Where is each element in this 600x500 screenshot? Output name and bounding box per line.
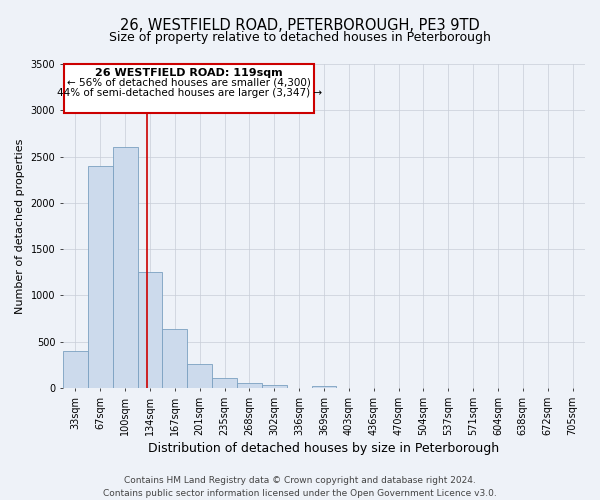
Text: 44% of semi-detached houses are larger (3,347) →: 44% of semi-detached houses are larger (… [56,88,322,98]
Bar [212,378,237,388]
Bar [262,386,287,388]
Bar [63,351,88,388]
FancyBboxPatch shape [64,64,314,112]
Y-axis label: Number of detached properties: Number of detached properties [15,138,25,314]
X-axis label: Distribution of detached houses by size in Peterborough: Distribution of detached houses by size … [148,442,500,455]
Bar [237,383,262,388]
Text: 26 WESTFIELD ROAD: 119sqm: 26 WESTFIELD ROAD: 119sqm [95,68,283,78]
Text: Contains HM Land Registry data © Crown copyright and database right 2024.
Contai: Contains HM Land Registry data © Crown c… [103,476,497,498]
Text: Size of property relative to detached houses in Peterborough: Size of property relative to detached ho… [109,31,491,44]
Bar [113,148,137,388]
Bar [137,272,163,388]
Bar [311,386,337,388]
Bar [187,364,212,388]
Text: 26, WESTFIELD ROAD, PETERBOROUGH, PE3 9TD: 26, WESTFIELD ROAD, PETERBOROUGH, PE3 9T… [120,18,480,32]
Bar [88,166,113,388]
Text: ← 56% of detached houses are smaller (4,300): ← 56% of detached houses are smaller (4,… [67,78,311,88]
Bar [163,329,187,388]
